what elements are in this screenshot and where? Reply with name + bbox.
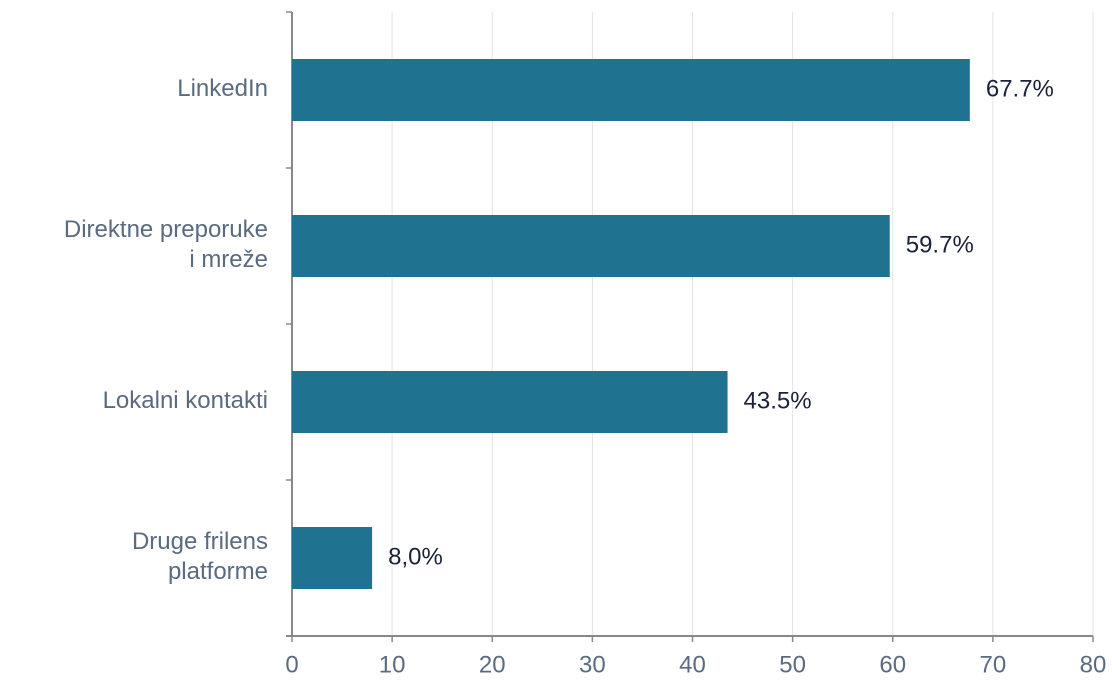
data-label: 67.7%	[986, 75, 1054, 102]
x-tick-label: 80	[1080, 651, 1107, 678]
x-tick-label: 40	[679, 651, 706, 678]
x-tick-label: 20	[479, 651, 506, 678]
bar	[292, 215, 890, 277]
bar	[292, 59, 970, 121]
bar	[292, 371, 728, 433]
x-tick-label: 70	[980, 651, 1007, 678]
data-label: 59.7%	[906, 231, 974, 258]
y-tick-label: Lokalni kontakti	[103, 387, 268, 414]
x-tick-label: 10	[379, 651, 406, 678]
x-tick-label: 30	[579, 651, 606, 678]
data-label: 8,0%	[388, 543, 443, 570]
x-tick-label: 60	[879, 651, 906, 678]
data-label: 43.5%	[744, 387, 812, 414]
y-tick-label: LinkedIn	[177, 75, 268, 102]
bar	[292, 527, 373, 589]
y-tick-label: Direktne preporuke i mreže	[64, 216, 268, 273]
x-tick-label: 0	[285, 651, 298, 678]
y-tick-label: Druge frilens platforme	[132, 528, 268, 585]
x-tick-label: 50	[779, 651, 806, 678]
